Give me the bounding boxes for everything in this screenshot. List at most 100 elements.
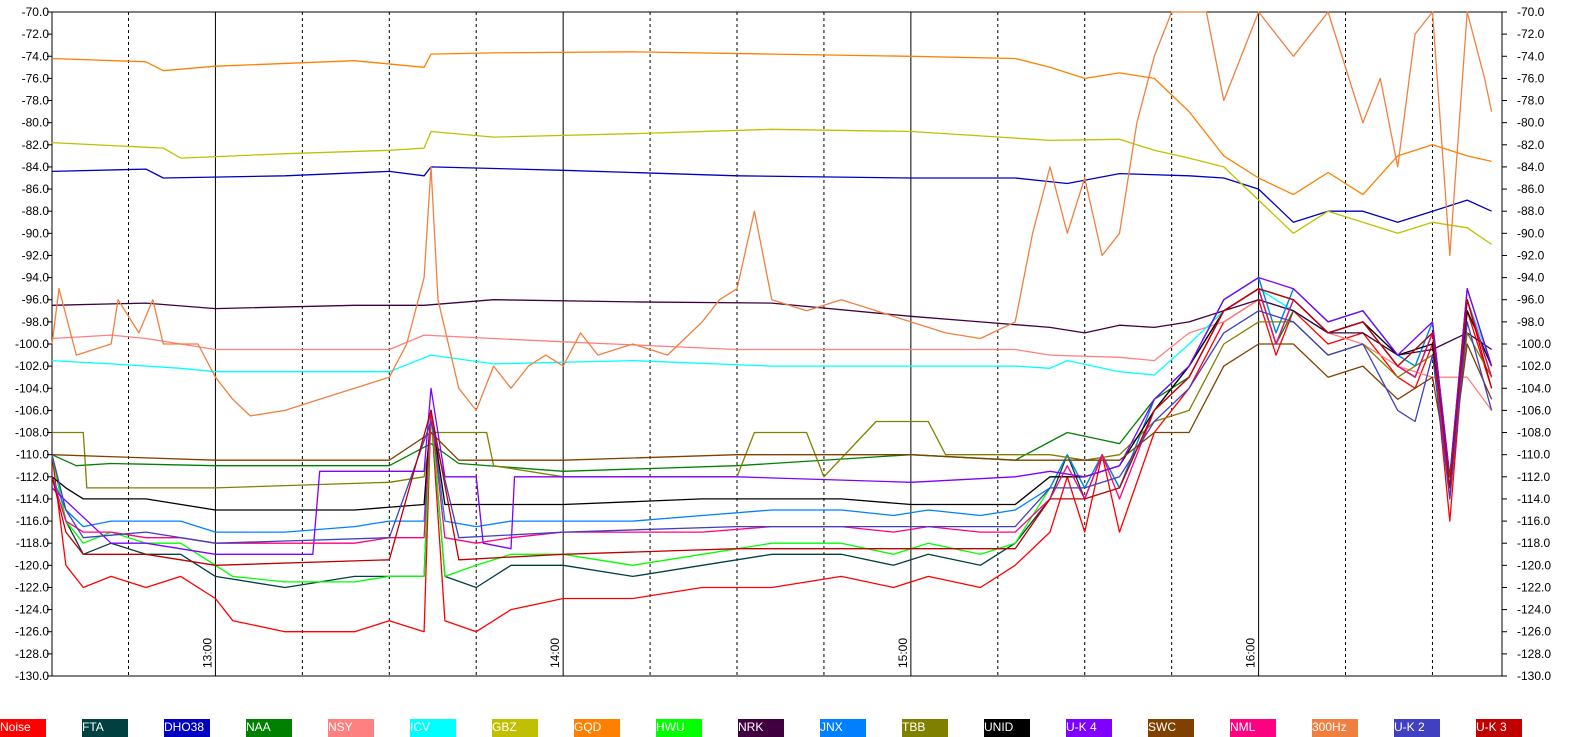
y-tick-label-left: -118.0: [16, 536, 49, 550]
legend-swatch: [492, 719, 538, 737]
legend-label: FTA: [82, 720, 104, 734]
series-line-u-k-4: [51, 276, 1493, 555]
y-tick-label-left: -80.0: [22, 116, 50, 130]
legend-label: UNID: [984, 720, 1014, 734]
y-tick-label-right: -96.0: [1517, 293, 1545, 307]
y-tick-label-left: -94.0: [22, 271, 50, 285]
y-tick-label-right: -84.0: [1517, 160, 1545, 174]
legend-label: HWU: [656, 720, 685, 734]
y-tick-label-left: -76.0: [22, 71, 50, 85]
y-tick-label-left: -86.0: [22, 182, 50, 196]
y-tick-label-left: -130.0: [15, 669, 49, 683]
y-tick-label-left: -92.0: [22, 248, 50, 262]
y-tick-label-left: -100.0: [15, 337, 49, 351]
y-tick-label-right: -126.0: [1517, 625, 1551, 639]
legend-swatch: [656, 719, 702, 737]
y-tick-label-right: -92.0: [1517, 248, 1545, 262]
y-tick-label-right: -70.0: [1517, 5, 1545, 19]
y-tick-label-left: -90.0: [22, 226, 50, 240]
y-tick-label-right: -98.0: [1517, 315, 1545, 329]
legend-label: GBZ: [492, 720, 517, 734]
hour-label: 16:00: [1244, 638, 1258, 668]
y-tick-label-right: -122.0: [1517, 580, 1551, 594]
legend-label: U-K 4: [1066, 720, 1097, 734]
series-line-u-k-3: [51, 288, 1493, 566]
legend-label: U-K 2: [1394, 720, 1425, 734]
legend-label: NSY: [328, 720, 353, 734]
y-tick-label-right: -74.0: [1517, 49, 1545, 63]
legend-swatch: [1312, 719, 1358, 737]
y-tick-label-left: -112.0: [16, 470, 49, 484]
y-tick-label-left: -108.0: [15, 426, 49, 440]
y-tick-label-left: -116.0: [16, 514, 49, 528]
legend-swatch: [1066, 719, 1112, 737]
legend-swatch: [246, 719, 292, 737]
series-line-nrk: [51, 299, 1492, 356]
legend-swatch: [1394, 719, 1440, 737]
y-tick-label-right: -124.0: [1517, 603, 1551, 617]
legend-swatch: [0, 719, 46, 737]
series-line-gbz: [51, 128, 1492, 245]
y-tick-label-left: -106.0: [15, 403, 49, 417]
y-tick-label-right: -82.0: [1517, 138, 1545, 152]
series-line-nsy: [51, 299, 1493, 411]
legend-label: NRK: [738, 720, 764, 734]
y-tick-label-right: -100.0: [1517, 337, 1551, 351]
hour-label: 13:00: [200, 638, 214, 668]
legend-label: NAA: [246, 720, 271, 734]
series-line-gqd: [51, 51, 1492, 196]
y-tick-label-right: -76.0: [1517, 71, 1545, 85]
legend-swatch: [902, 719, 948, 737]
legend-label: NML: [1230, 720, 1256, 734]
y-tick-label-right: -114.0: [1517, 492, 1550, 506]
y-tick-label-left: -120.0: [15, 558, 49, 572]
y-tick-label-left: -104.0: [15, 381, 49, 395]
y-tick-label-left: -84.0: [22, 160, 50, 174]
legend-label: TBB: [902, 720, 926, 734]
series-line-dho38: [51, 166, 1492, 223]
legend-label: SWC: [1148, 720, 1176, 734]
y-tick-label-right: -72.0: [1517, 27, 1545, 41]
legend-label: GQD: [574, 720, 602, 734]
series-line-u-k-2: [51, 310, 1493, 544]
y-tick-label-left: -82.0: [22, 138, 50, 152]
y-tick-label-right: -130.0: [1517, 669, 1551, 683]
y-tick-label-left: -122.0: [15, 580, 49, 594]
y-tick-label-right: -94.0: [1517, 271, 1545, 285]
legend-swatch: [164, 719, 210, 737]
y-tick-label-right: -90.0: [1517, 226, 1545, 240]
y-tick-label-left: -124.0: [15, 603, 49, 617]
series-line-swc: [51, 343, 1493, 478]
y-tick-label-right: -110.0: [1517, 448, 1550, 462]
legend-swatch: [574, 719, 620, 737]
legend-swatch: [328, 719, 374, 737]
y-tick-label-left: -72.0: [22, 27, 50, 41]
legend-swatch: [1476, 719, 1522, 737]
y-tick-label-left: -126.0: [15, 625, 49, 639]
y-tick-label-right: -104.0: [1517, 381, 1551, 395]
y-tick-label-right: -86.0: [1517, 182, 1545, 196]
y-tick-label-right: -106.0: [1517, 403, 1551, 417]
y-tick-label-left: -78.0: [22, 94, 50, 108]
hour-label: 15:00: [896, 638, 910, 668]
hour-labels: 13:00 14:00 15:00 16:00: [200, 638, 1257, 668]
y-tick-label-left: -128.0: [15, 647, 49, 661]
legend-label: JNX: [820, 720, 843, 734]
y-tick-label-left: -96.0: [22, 293, 50, 307]
y-tick-label-right: -80.0: [1517, 116, 1545, 130]
legend-label: 300Hz: [1312, 720, 1347, 734]
y-tick-label-left: -102.0: [15, 359, 49, 373]
y-tick-label-right: -112.0: [1517, 470, 1550, 484]
y-tick-label-right: -120.0: [1517, 558, 1551, 572]
y-tick-label-left: -114.0: [16, 492, 49, 506]
hour-label: 14:00: [548, 638, 562, 668]
legend-swatch: [738, 719, 784, 737]
series-line-300hz: [51, 11, 1493, 417]
y-tick-label-right: -128.0: [1517, 647, 1551, 661]
legend-swatch: [410, 719, 456, 737]
series-line-unid: [51, 288, 1493, 511]
series-layer: [51, 11, 1493, 633]
legend-swatch: [1230, 719, 1276, 737]
legend-swatch: [820, 719, 866, 737]
legend-label: DHO38: [164, 720, 205, 734]
